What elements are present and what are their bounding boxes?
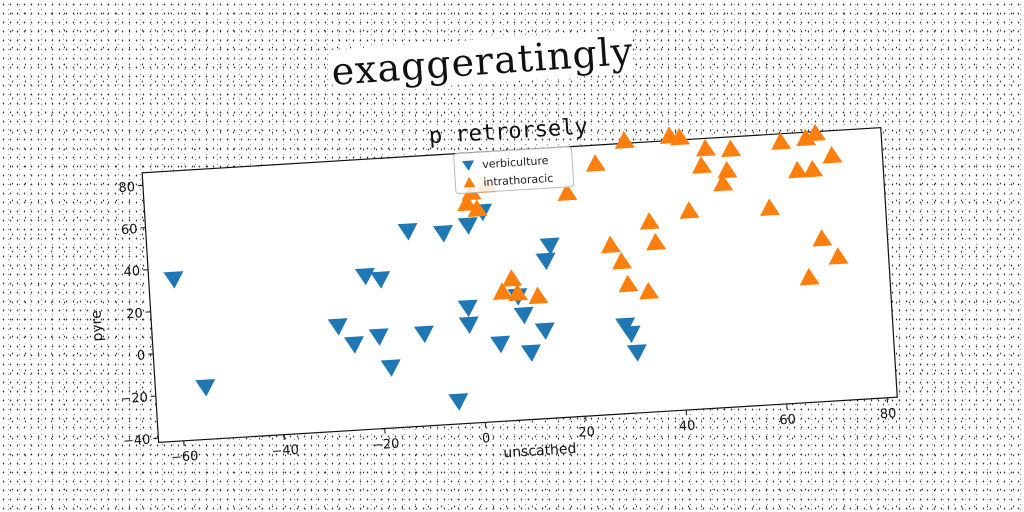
data-point-verbiculture	[195, 379, 216, 397]
data-point-intrathoracic	[557, 183, 578, 201]
y-tick-label: 0	[137, 348, 146, 363]
data-point-verbiculture	[620, 325, 641, 344]
y-tick-label: 20	[126, 306, 143, 322]
data-point-intrathoracic	[806, 123, 826, 142]
data-point-verbiculture	[413, 325, 434, 344]
x-tick-label: 20	[578, 425, 595, 441]
x-tick-label: −20	[372, 437, 400, 454]
data-point-intrathoracic	[771, 132, 792, 150]
data-point-verbiculture	[432, 225, 453, 243]
data-point-verbiculture	[513, 306, 534, 325]
x-tick-label: 80	[879, 406, 896, 422]
x-tick-label: −60	[171, 449, 199, 466]
data-point-intrathoracic	[646, 232, 667, 251]
data-point-verbiculture	[539, 237, 560, 256]
y-axis: −40 −20 0 20 40 60 80	[118, 180, 159, 450]
data-point-verbiculture	[520, 344, 541, 362]
data-point-verbiculture	[457, 217, 478, 235]
legend-label: intrathoracic	[483, 172, 554, 189]
chart-title: p retrorsely	[428, 115, 588, 150]
data-point-intrathoracic	[691, 156, 712, 174]
data-point-intrathoracic	[528, 286, 549, 305]
x-tick-label: 0	[482, 431, 491, 446]
data-point-verbiculture	[380, 359, 401, 377]
x-axis: −60 −40 −20 0 20 40 60 80	[171, 397, 897, 466]
y-tick-label: 40	[123, 264, 140, 280]
data-point-verbiculture	[327, 318, 348, 336]
data-point-verbiculture	[368, 328, 389, 346]
legend-label: verbiculture	[482, 154, 549, 171]
data-point-intrathoracic	[822, 146, 843, 164]
data-point-intrathoracic	[612, 251, 633, 270]
data-point-verbiculture	[397, 222, 418, 241]
data-point-intrathoracic	[812, 229, 833, 247]
data-point-intrathoracic	[695, 138, 716, 157]
legend-marker	[463, 176, 476, 188]
data-point-verbiculture	[626, 344, 647, 362]
data-point-intrathoracic	[492, 282, 513, 300]
data-point-intrathoracic	[796, 128, 817, 147]
data-point-verbiculture	[458, 316, 479, 335]
data-point-verbiculture	[370, 271, 391, 289]
data-point-verbiculture	[354, 267, 375, 286]
data-point-verbiculture	[448, 393, 469, 411]
data-point-verbiculture	[490, 335, 511, 354]
y-tick-label: 60	[121, 222, 138, 238]
x-tick-label: −40	[271, 443, 299, 460]
data-point-verbiculture	[457, 299, 478, 318]
data-point-intrathoracic	[585, 154, 606, 172]
data-point-intrathoracic	[614, 131, 635, 149]
data-point-verbiculture	[534, 322, 555, 340]
data-point-intrathoracic	[502, 269, 523, 287]
data-point-intrathoracic	[618, 274, 639, 293]
legend-marker	[462, 160, 475, 171]
y-tick-label: −40	[123, 433, 151, 450]
data-point-intrathoracic	[679, 201, 700, 219]
data-point-intrathoracic	[639, 212, 660, 230]
data-point-intrathoracic	[788, 160, 809, 179]
data-point-verbiculture	[615, 317, 636, 336]
data-point-intrathoracic	[760, 198, 781, 217]
data-point-intrathoracic	[467, 199, 488, 218]
data-point-intrathoracic	[457, 193, 478, 212]
y-tick-label: −20	[120, 391, 148, 408]
data-point-verbiculture	[343, 336, 364, 354]
x-tick-label: 40	[679, 419, 696, 435]
x-tick-label: 60	[779, 412, 796, 428]
y-tick-label: 80	[118, 180, 135, 196]
data-point-intrathoracic	[799, 267, 820, 286]
legend-box	[453, 146, 575, 195]
data-point-verbiculture	[163, 271, 184, 289]
data-point-verbiculture	[535, 252, 556, 271]
y-axis-label: pyre	[88, 310, 106, 342]
data-point-intrathoracic	[721, 139, 742, 158]
data-point-intrathoracic	[828, 247, 849, 265]
data-point-intrathoracic	[508, 283, 529, 302]
data-point-intrathoracic	[670, 127, 691, 146]
data-point-intrathoracic	[717, 160, 738, 179]
data-point-intrathoracic	[713, 173, 734, 192]
data-point-intrathoracic	[803, 159, 824, 178]
x-axis-label: unscathed	[503, 441, 577, 461]
data-point-intrathoracic	[639, 281, 660, 300]
data-point-intrathoracic	[601, 235, 621, 254]
